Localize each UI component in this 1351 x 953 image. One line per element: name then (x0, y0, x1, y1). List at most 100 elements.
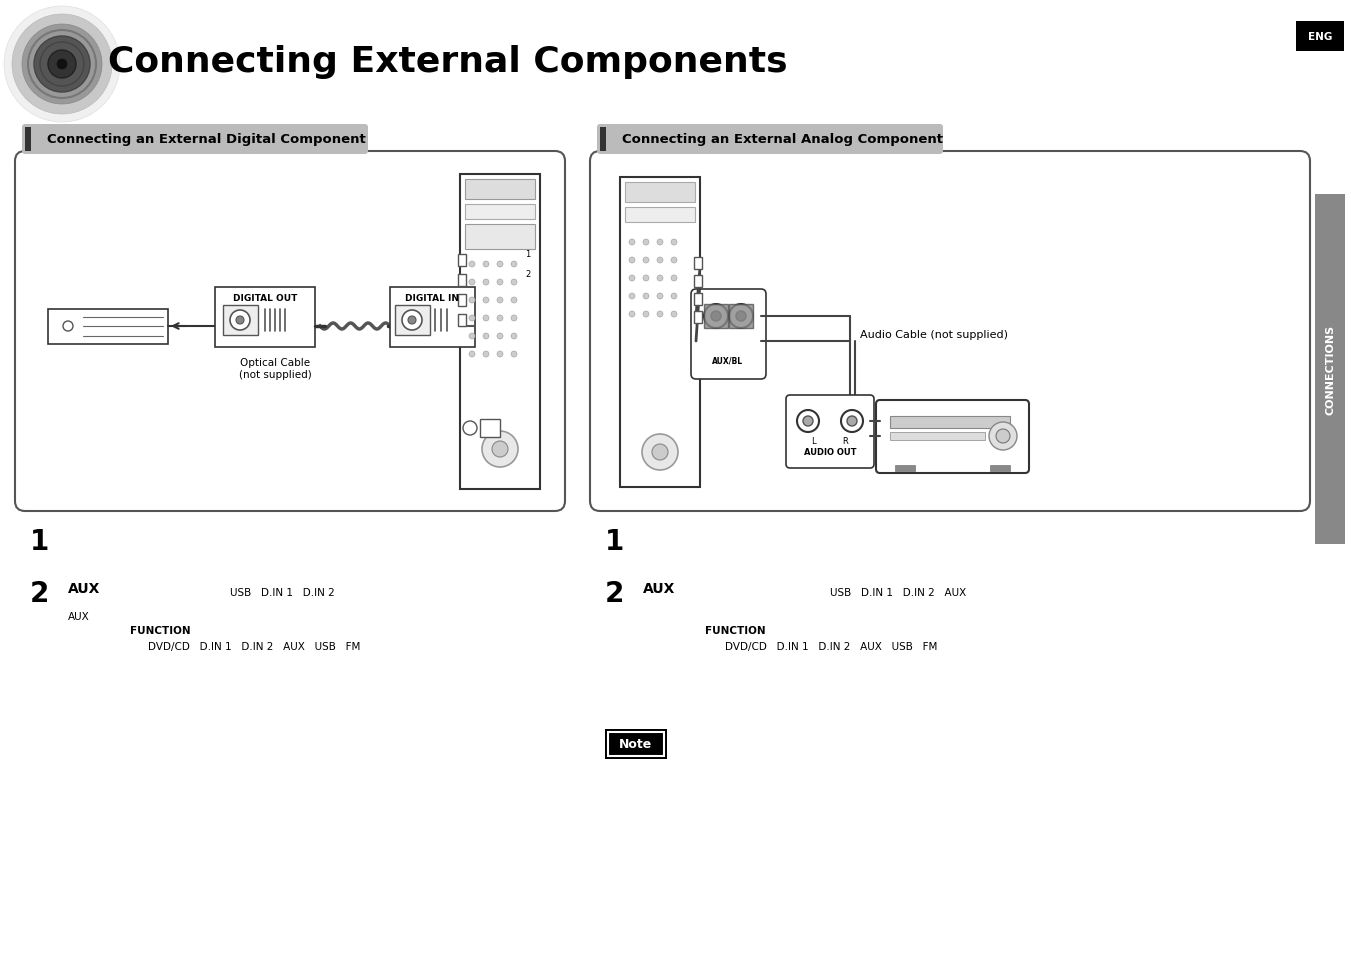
Text: Note: Note (619, 738, 653, 751)
Circle shape (484, 334, 489, 339)
Text: 1: 1 (526, 250, 531, 258)
Circle shape (497, 262, 503, 268)
Bar (990, 465, 1011, 472)
Bar (1315, 194, 1346, 544)
FancyBboxPatch shape (22, 125, 367, 154)
Bar (730, 305, 753, 329)
Bar (49, 310, 168, 345)
Circle shape (643, 257, 648, 264)
Circle shape (657, 294, 663, 299)
Bar (608, 732, 663, 757)
Circle shape (469, 280, 476, 286)
Bar (1296, 22, 1344, 52)
Circle shape (511, 334, 517, 339)
Circle shape (657, 312, 663, 317)
Text: DIGITAL OUT: DIGITAL OUT (232, 294, 297, 303)
Text: 1: 1 (30, 527, 49, 556)
Circle shape (657, 240, 663, 246)
Bar (600, 128, 607, 152)
Circle shape (671, 294, 677, 299)
Circle shape (63, 322, 73, 332)
Text: CONNECTIONS: CONNECTIONS (1325, 325, 1335, 415)
Circle shape (643, 275, 648, 282)
Bar (458, 274, 466, 287)
Bar (704, 305, 728, 329)
Text: L          R: L R (812, 436, 848, 446)
Circle shape (484, 280, 489, 286)
Bar (390, 288, 476, 348)
Circle shape (671, 257, 677, 264)
Text: Connecting an External Digital Component: Connecting an External Digital Component (47, 133, 366, 147)
Circle shape (497, 352, 503, 357)
Circle shape (236, 316, 245, 325)
Circle shape (730, 305, 753, 329)
FancyBboxPatch shape (597, 125, 943, 154)
Circle shape (34, 37, 91, 92)
Circle shape (657, 257, 663, 264)
Circle shape (671, 240, 677, 246)
Circle shape (469, 262, 476, 268)
Circle shape (492, 441, 508, 457)
Circle shape (484, 262, 489, 268)
Bar (465, 205, 535, 220)
Text: USB   D.IN 1   D.IN 2   AUX: USB D.IN 1 D.IN 2 AUX (830, 587, 966, 598)
Circle shape (511, 262, 517, 268)
Text: DVD/CD   D.IN 1   D.IN 2   AUX   USB   FM: DVD/CD D.IN 1 D.IN 2 AUX USB FM (149, 641, 361, 651)
Text: Connecting an External Analog Component: Connecting an External Analog Component (621, 133, 943, 147)
Circle shape (704, 305, 728, 329)
Text: AUX: AUX (643, 581, 676, 596)
Circle shape (671, 275, 677, 282)
Circle shape (57, 60, 68, 70)
Text: 1: 1 (605, 527, 624, 556)
Circle shape (484, 297, 489, 304)
Text: FUNCTION: FUNCTION (130, 625, 190, 636)
Circle shape (630, 240, 635, 246)
Circle shape (643, 312, 648, 317)
Circle shape (671, 312, 677, 317)
Circle shape (469, 315, 476, 322)
Circle shape (469, 334, 476, 339)
Text: AUDIO OUT: AUDIO OUT (804, 448, 857, 456)
Text: Audio Cable (not supplied): Audio Cable (not supplied) (861, 330, 1008, 339)
Circle shape (497, 280, 503, 286)
Circle shape (797, 411, 819, 433)
Circle shape (657, 275, 663, 282)
FancyBboxPatch shape (15, 152, 565, 512)
Bar (215, 288, 315, 348)
Circle shape (511, 315, 517, 322)
Bar (626, 183, 694, 203)
Bar (394, 306, 430, 335)
Circle shape (996, 430, 1011, 443)
Text: DIGITAL IN: DIGITAL IN (405, 294, 459, 303)
Circle shape (469, 297, 476, 304)
Circle shape (469, 352, 476, 357)
Text: DVD/CD   D.IN 1   D.IN 2   AUX   USB   FM: DVD/CD D.IN 1 D.IN 2 AUX USB FM (725, 641, 938, 651)
Bar (459, 174, 540, 490)
Text: Optical Cable
(not supplied): Optical Cable (not supplied) (239, 357, 311, 379)
Bar (223, 306, 258, 335)
Circle shape (511, 352, 517, 357)
Circle shape (989, 422, 1017, 451)
Circle shape (230, 311, 250, 331)
Circle shape (482, 432, 517, 468)
FancyBboxPatch shape (690, 290, 766, 379)
Circle shape (653, 444, 667, 460)
Text: 2: 2 (30, 579, 50, 607)
Circle shape (842, 411, 863, 433)
Text: AUX: AUX (68, 612, 89, 621)
FancyBboxPatch shape (786, 395, 874, 469)
Circle shape (4, 7, 120, 123)
Bar (890, 416, 1011, 429)
Bar (626, 208, 694, 223)
Circle shape (711, 312, 721, 322)
Circle shape (22, 25, 101, 105)
Text: ENG: ENG (1308, 32, 1332, 42)
Circle shape (630, 294, 635, 299)
Bar (26, 128, 31, 152)
Bar (458, 254, 466, 267)
Bar (894, 465, 915, 472)
Text: 2: 2 (526, 270, 531, 278)
Text: Connecting External Components: Connecting External Components (108, 45, 788, 79)
Bar (694, 294, 703, 306)
Text: FUNCTION: FUNCTION (705, 625, 766, 636)
